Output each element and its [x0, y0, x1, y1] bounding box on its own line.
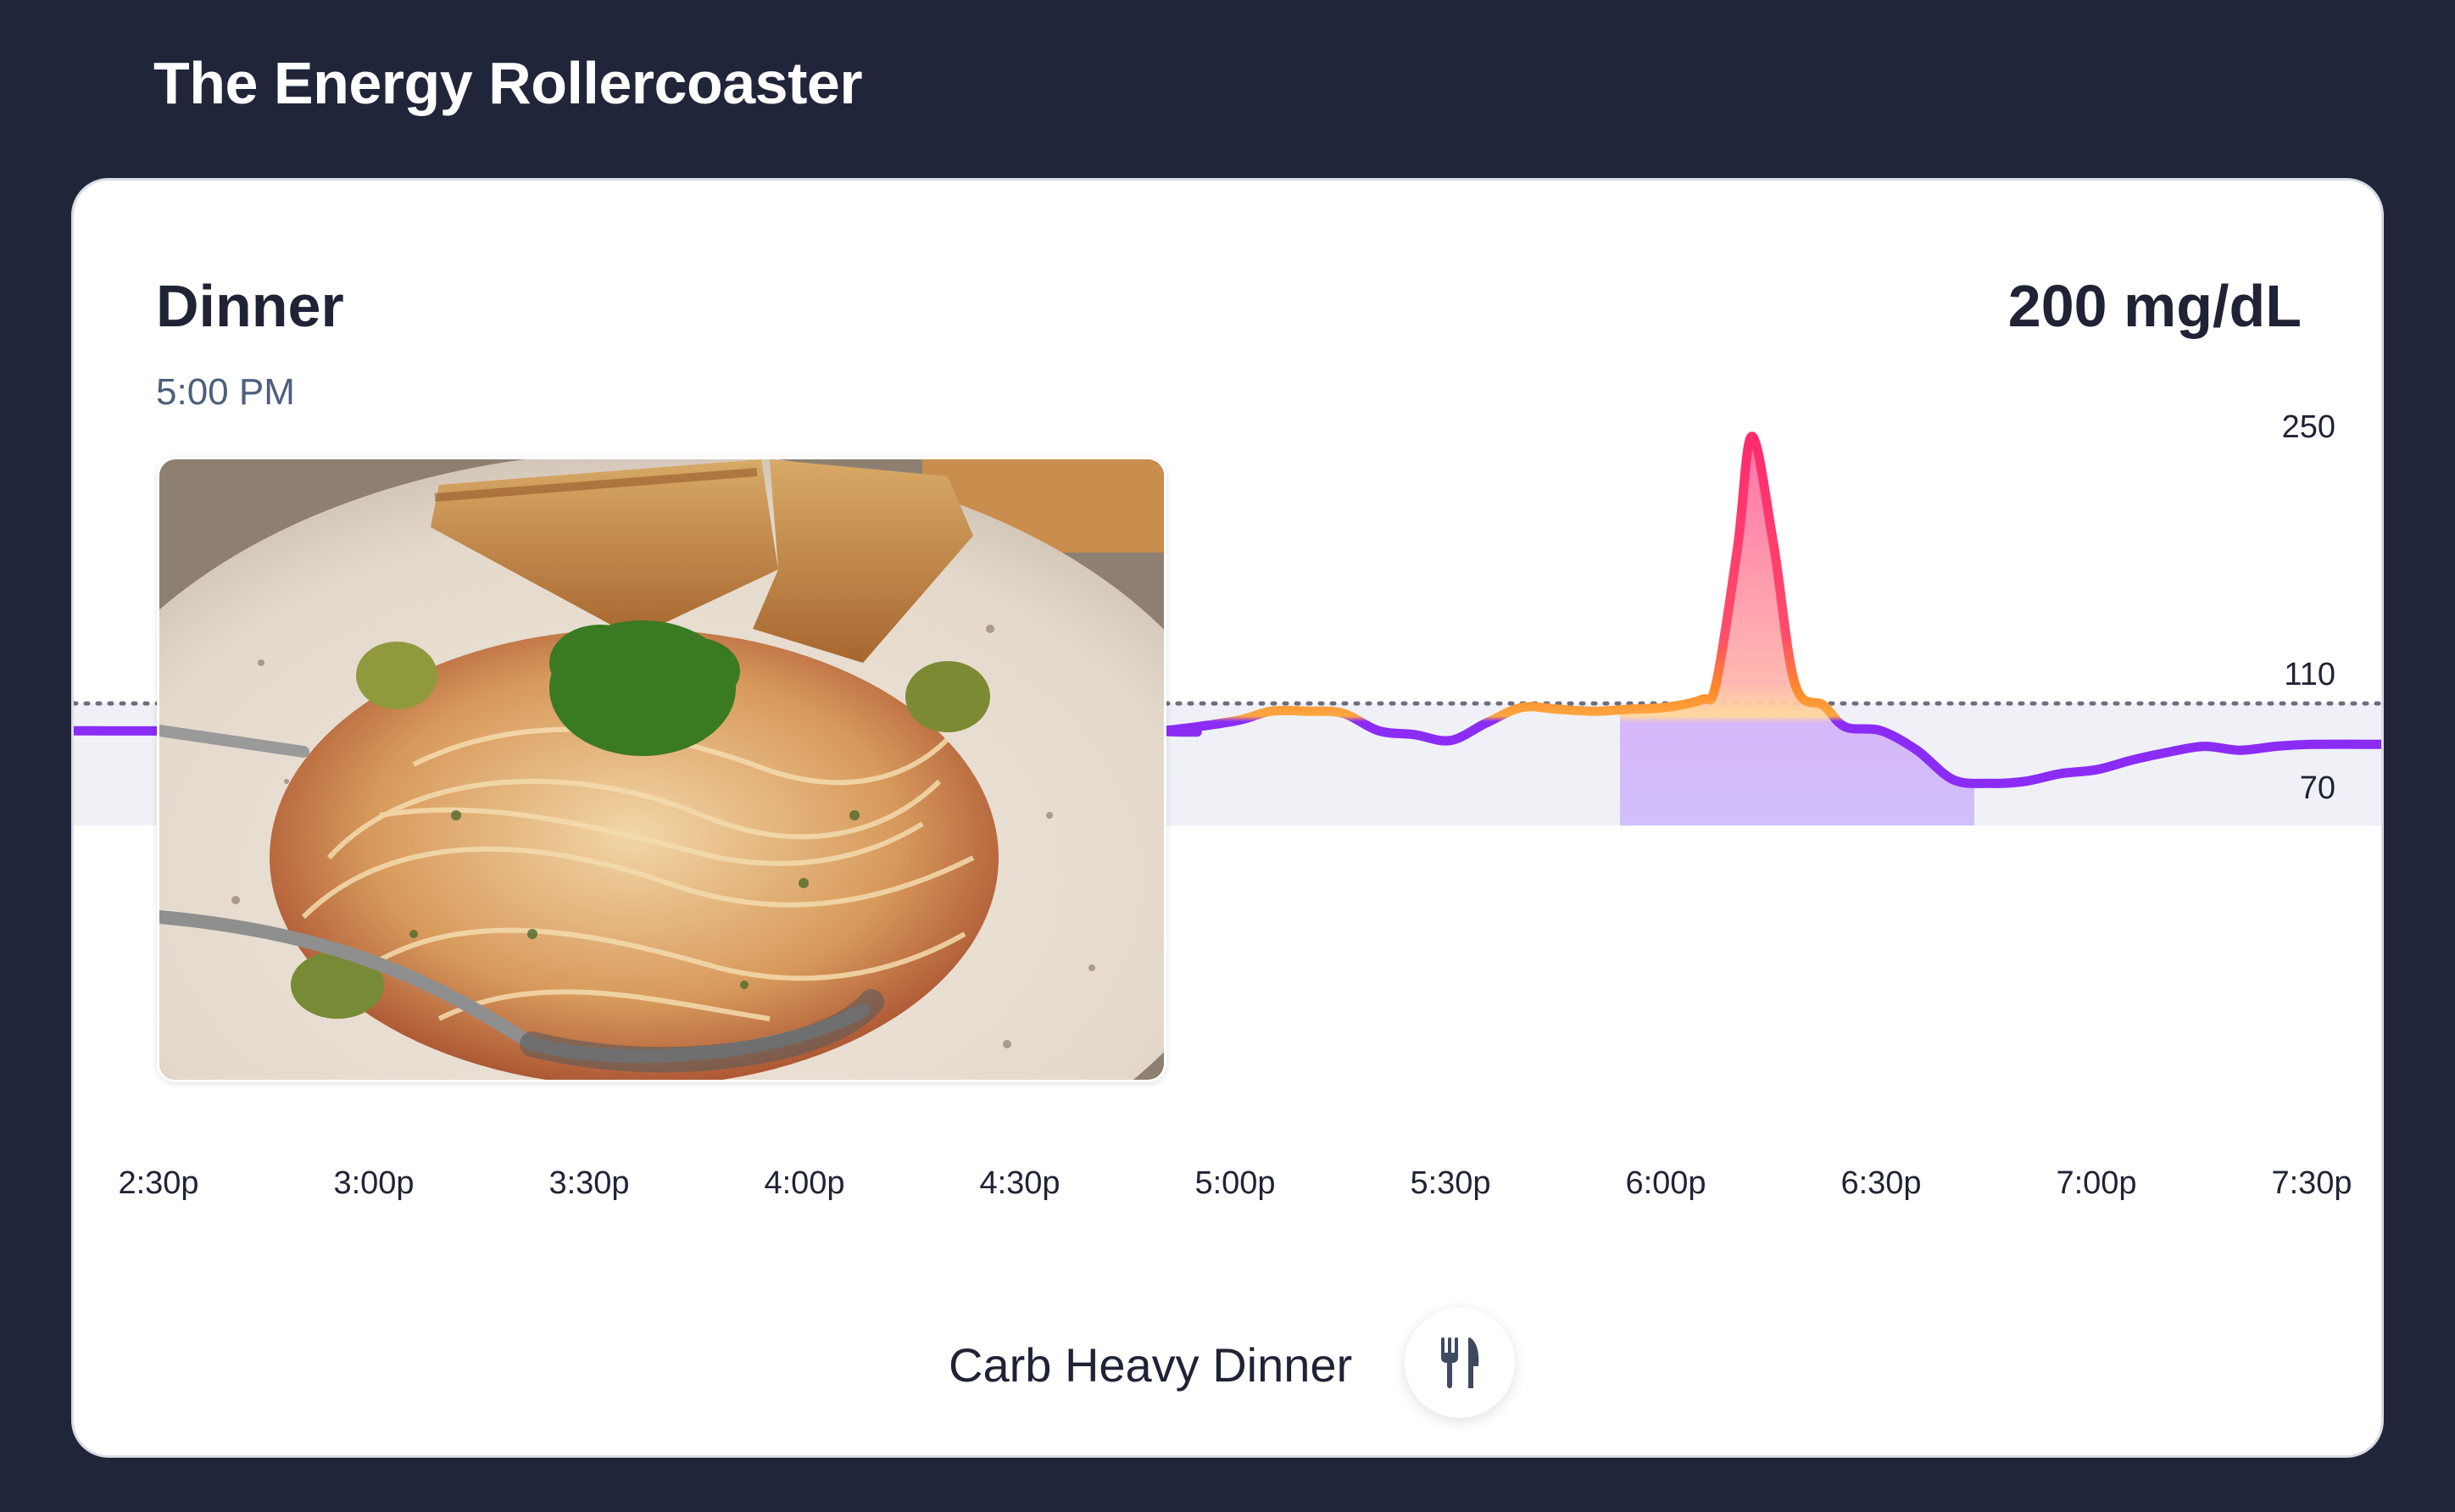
x-tick-label-7: 6:00p [1625, 1165, 1706, 1201]
glucose-card: 250 110 70 2:30p 3:00p 3:30p 4:00p 4:30p… [71, 178, 2384, 1458]
x-tick-label-10: 7:30p [2271, 1165, 2352, 1201]
glucose-reading: 200 mg/dL [2007, 273, 2302, 339]
spike-area-fill [1620, 436, 1974, 825]
y-tick-label-1: 110 [2284, 657, 2335, 692]
meal-title: Dinner [156, 273, 344, 339]
x-tick-label-3: 4:00p [764, 1165, 844, 1201]
meal-annotation: Carb Heavy Dinner [74, 1308, 2381, 1418]
y-tick-label-0: 250 [2282, 409, 2335, 445]
utensils-icon [1441, 1337, 1479, 1388]
x-tick-label-8: 6:30p [1840, 1165, 1921, 1201]
spaghetti-plate-photo [157, 457, 1166, 1082]
meal-annotation-label: Carb Heavy Dinner [949, 1338, 1353, 1392]
x-tick-label-0: 2:30p [118, 1165, 198, 1201]
x-tick-label-9: 7:00p [2056, 1165, 2136, 1201]
page-title: The Energy Rollercoaster [153, 50, 863, 116]
x-tick-label-5: 5:00p [1194, 1165, 1275, 1201]
meal-time: 5:00 PM [156, 371, 295, 413]
food-illustration [159, 459, 1164, 1080]
x-tick-label-4: 4:30p [979, 1165, 1060, 1201]
y-tick-label-2: 70 [2300, 770, 2335, 806]
x-tick-label-6: 5:30p [1410, 1165, 1490, 1201]
x-axis: 2:30p 3:00p 3:30p 4:00p 4:30p 5:00p 5:30… [118, 1165, 2352, 1201]
x-tick-label-1: 3:00p [333, 1165, 414, 1201]
meal-marker-button[interactable] [1405, 1308, 1515, 1418]
x-tick-label-2: 3:30p [548, 1165, 629, 1201]
